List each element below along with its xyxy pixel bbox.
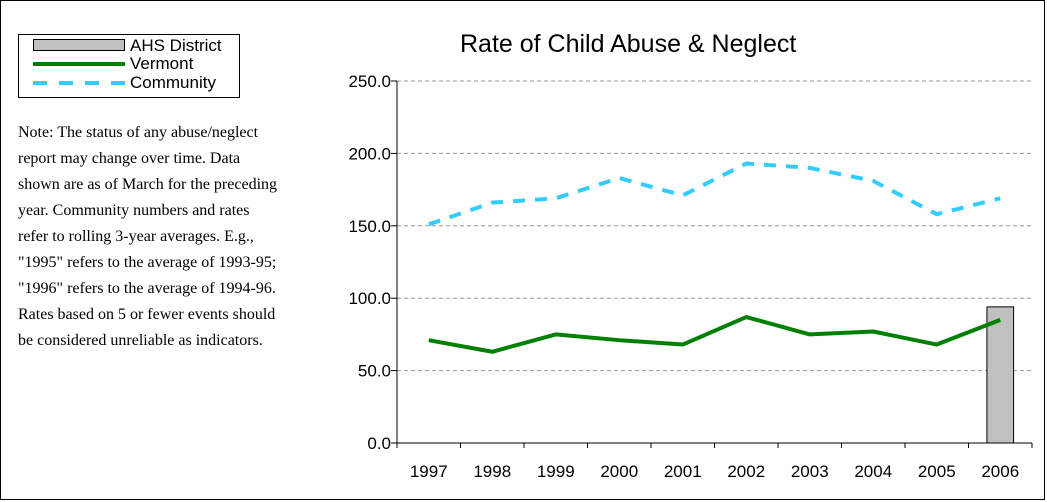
note-line: Rates based on 5 or fewer events should (18, 306, 276, 323)
legend-label: AHS District (130, 36, 222, 55)
note-text: Note: The status of any abuse/neglect re… (18, 120, 358, 354)
note-line: Note: The status of any abuse/neglect (18, 124, 259, 141)
x-tick-label: 2003 (791, 462, 829, 481)
note-line: be considered unreliable as indicators. (18, 332, 263, 349)
legend-item-vermont: Vermont (19, 54, 239, 74)
y-tick-label: 100.0 (348, 289, 391, 308)
y-tick-label: 50.0 (358, 362, 391, 381)
x-tick-label: 2004 (854, 462, 892, 481)
y-tick-label: 0.0 (367, 434, 391, 453)
legend-item-ahs-district: AHS District (19, 36, 239, 56)
x-tick-label: 2002 (727, 462, 765, 481)
legend-item-community: Community (19, 73, 239, 93)
note-line: year. Community numbers and rates (18, 202, 250, 219)
y-tick-label: 150.0 (348, 217, 391, 236)
note-line: report may change over time. Data (18, 150, 241, 167)
x-tick-label: 1999 (537, 462, 575, 481)
legend-swatch-bar (33, 39, 125, 51)
legend-swatch-dashed-line (33, 81, 125, 85)
bar-ahs-district-2006 (986, 306, 1015, 444)
note-line: refer to rolling 3-year averages. E.g., (18, 228, 254, 245)
legend-label: Community (130, 73, 216, 92)
x-tick-label: 2000 (600, 462, 638, 481)
x-tick-label: 2006 (981, 462, 1019, 481)
x-tick-label: 1998 (473, 462, 511, 481)
series-line-community (428, 161, 1001, 227)
x-tick-label: 2005 (918, 462, 956, 481)
y-tick-label: 200.0 (348, 144, 391, 163)
legend-label: Vermont (130, 54, 194, 73)
y-tick-label: 250.0 (348, 72, 391, 91)
legend-swatch-solid-line (33, 62, 125, 66)
chart-legend: AHS District Vermont Community (18, 34, 240, 98)
note-line: shown are as of March for the preceding (18, 176, 278, 193)
series-line-vermont (428, 315, 1001, 354)
note-line: "1996" refers to the average of 1994-96. (18, 280, 276, 297)
chart-title: Rate of Child Abuse & Neglect (460, 30, 797, 58)
x-tick-label: 1997 (410, 462, 448, 481)
x-tick-label: 2001 (664, 462, 702, 481)
note-line: "1995" refers to the average of 1993-95; (18, 254, 277, 271)
